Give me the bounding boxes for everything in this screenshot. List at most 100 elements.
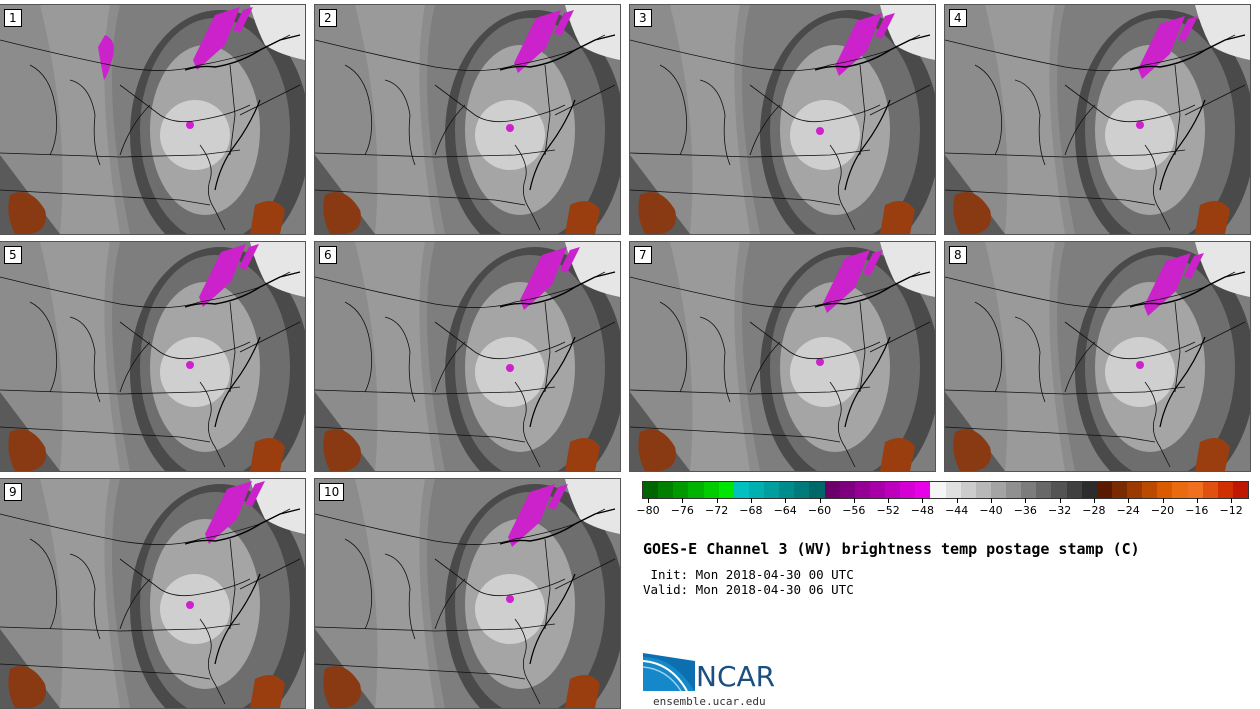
panel-number: 4 bbox=[949, 9, 967, 27]
colorbar-swatch bbox=[854, 482, 870, 498]
colorbar-tick bbox=[991, 498, 992, 503]
colorbar-tick-label: −28 bbox=[1082, 504, 1106, 517]
colorbar-swatch bbox=[900, 482, 916, 498]
colorbar-swatch bbox=[1096, 482, 1112, 498]
ensemble-panel-10: 10 bbox=[314, 478, 621, 709]
colorbar-tick bbox=[785, 498, 787, 503]
colorbar-tick bbox=[853, 498, 855, 503]
colorbar-swatch bbox=[915, 482, 931, 498]
wv-map bbox=[945, 242, 1250, 471]
wv-map bbox=[630, 5, 935, 234]
colorbar-tick-label: −48 bbox=[910, 504, 934, 517]
colorbar-swatch bbox=[688, 482, 704, 498]
init-time: Init: Mon 2018-04-30 00 UTC bbox=[643, 567, 854, 582]
colorbar-swatch bbox=[824, 482, 840, 498]
colorbar-swatch bbox=[945, 482, 961, 498]
panel-number: 6 bbox=[319, 246, 337, 264]
colorbar-tick-label: −56 bbox=[842, 504, 866, 517]
panel-number: 8 bbox=[949, 246, 967, 264]
colorbar-swatch bbox=[885, 482, 901, 498]
panel-number: 7 bbox=[634, 246, 652, 264]
colorbar-tick bbox=[682, 498, 684, 503]
colorbar-tick-label: −36 bbox=[1013, 504, 1037, 517]
colorbar-swatch bbox=[839, 482, 855, 498]
ensemble-panel-7: 7 bbox=[629, 241, 936, 472]
colorbar-tick-label: −20 bbox=[1150, 504, 1175, 517]
colorbar-swatch bbox=[1066, 482, 1082, 498]
colorbar-swatch bbox=[1217, 482, 1233, 498]
colorbar-swatch bbox=[1232, 482, 1248, 498]
ncar-logo-icon bbox=[643, 653, 695, 692]
colorbar-swatch bbox=[960, 482, 976, 498]
colorbar-swatch bbox=[733, 482, 749, 498]
colorbar-swatch bbox=[718, 482, 734, 498]
colorbar-swatch bbox=[1006, 482, 1022, 498]
wv-map bbox=[630, 242, 935, 471]
panel-number: 9 bbox=[4, 483, 22, 501]
wv-map bbox=[315, 479, 620, 708]
wv-map bbox=[315, 242, 620, 471]
colorbar-swatch bbox=[794, 482, 810, 498]
colorbar-swatch bbox=[1111, 482, 1127, 498]
colorbar-swatch bbox=[643, 482, 659, 498]
colorbar-tick bbox=[922, 498, 924, 503]
colorbar-swatch bbox=[1142, 482, 1158, 498]
colorbar-tick-label: −72 bbox=[704, 504, 729, 517]
valid-time: Valid: Mon 2018-04-30 06 UTC bbox=[643, 582, 854, 597]
colorbar-swatch bbox=[809, 482, 825, 498]
colorbar-swatch bbox=[748, 482, 764, 498]
ensemble-panel-6: 6 bbox=[314, 241, 621, 472]
panel-number: 1 bbox=[4, 9, 22, 27]
colorbar-tick-label: −32 bbox=[1047, 504, 1072, 517]
colorbar-swatch bbox=[703, 482, 719, 498]
colorbar bbox=[642, 481, 1249, 499]
colorbar-tick bbox=[1128, 498, 1130, 503]
colorbar-tick bbox=[1025, 498, 1027, 503]
colorbar-tick bbox=[1231, 498, 1233, 503]
colorbar-tick-label: −12 bbox=[1219, 504, 1243, 517]
colorbar-swatch bbox=[1187, 482, 1203, 498]
colorbar-swatch bbox=[1127, 482, 1143, 498]
panel-number: 10 bbox=[319, 483, 345, 501]
colorbar-swatch bbox=[673, 482, 689, 498]
colorbar-ticks: −80 −76 −72 −68 −64 −60 −56 −52 −48 −44 −40 −36 −32−… bbox=[636, 498, 1248, 518]
colorbar-tick bbox=[888, 498, 890, 503]
colorbar-tick bbox=[1196, 498, 1198, 503]
colorbar-swatch bbox=[764, 482, 780, 498]
colorbar-tick-label: −44 bbox=[945, 504, 969, 517]
colorbar-tick-label: −52 bbox=[876, 504, 900, 517]
colorbar-tick-label: −76 bbox=[670, 504, 694, 517]
colorbar-tick bbox=[648, 498, 649, 503]
ensemble-panel-3: 3 bbox=[629, 4, 936, 235]
colorbar-tick-label: −24 bbox=[1116, 504, 1140, 517]
figure-title: GOES-E Channel 3 (WV) brightness temp po… bbox=[643, 540, 1140, 558]
colorbar-swatch bbox=[779, 482, 795, 498]
colorbar-tick bbox=[819, 498, 821, 503]
colorbar-tick bbox=[1059, 498, 1061, 503]
ensemble-panel-9: 9 bbox=[0, 478, 306, 709]
ensemble-panel-1: 1 bbox=[0, 4, 306, 235]
colorbar-swatch bbox=[975, 482, 991, 498]
colorbar-swatch bbox=[658, 482, 674, 498]
wv-map bbox=[0, 479, 305, 708]
colorbar-tick-label: −40 bbox=[979, 504, 1003, 517]
panel-number: 3 bbox=[634, 9, 652, 27]
colorbar-swatch bbox=[1036, 482, 1052, 498]
logo-url: ensemble.ucar.edu bbox=[653, 695, 766, 708]
ncar-logo-text: NCAR bbox=[696, 660, 776, 693]
ensemble-panel-2: 2 bbox=[314, 4, 621, 235]
colorbar-tick-label: −64 bbox=[773, 504, 797, 517]
colorbar-tick-label: −80 bbox=[636, 504, 660, 517]
ensemble-panel-4: 4 bbox=[944, 4, 1251, 235]
colorbar-swatch bbox=[1202, 482, 1218, 498]
colorbar-tick-label: −60 bbox=[807, 504, 832, 517]
colorbar-tick bbox=[1162, 498, 1164, 503]
ensemble-panel-8: 8 bbox=[944, 241, 1251, 472]
colorbar-swatch bbox=[1172, 482, 1188, 498]
wv-map bbox=[0, 242, 305, 471]
colorbar-swatch bbox=[1157, 482, 1173, 498]
panel-number: 5 bbox=[4, 246, 22, 264]
colorbar-swatch bbox=[990, 482, 1006, 498]
wv-map bbox=[315, 5, 620, 234]
colorbar-swatch bbox=[930, 482, 946, 498]
